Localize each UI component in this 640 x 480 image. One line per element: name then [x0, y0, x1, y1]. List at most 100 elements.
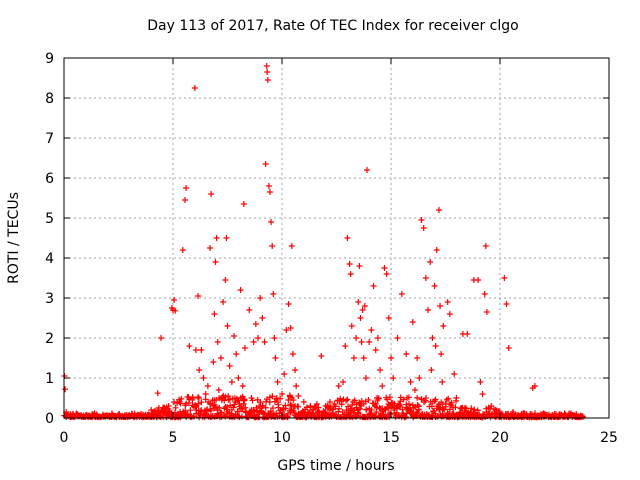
noise-point [198, 399, 205, 406]
data-point [228, 379, 235, 385]
noise-point [402, 414, 409, 421]
data-point [307, 403, 314, 409]
noise-point [192, 402, 199, 409]
data-point [444, 299, 451, 305]
noise-point [431, 407, 438, 414]
chart-title: Day 113 of 2017, Rate Of TEC Index for r… [147, 18, 518, 34]
data-point [385, 315, 392, 321]
noise-point [351, 397, 358, 404]
data-point [482, 243, 489, 249]
data-point [313, 401, 320, 407]
noise-point [355, 410, 362, 417]
data-point [214, 339, 221, 345]
data-point [540, 410, 547, 417]
noise-point [386, 394, 393, 401]
data-point [368, 327, 375, 333]
data-point [505, 345, 512, 351]
data-point [224, 323, 231, 329]
noise-point [405, 394, 412, 401]
noise-point [349, 401, 356, 408]
data-point [438, 351, 445, 357]
noise-point [310, 410, 317, 417]
data-point [192, 347, 199, 353]
noise-point [336, 405, 343, 412]
noise-point [356, 405, 363, 412]
data-point [429, 335, 436, 341]
data-point [196, 367, 203, 373]
data-point [191, 85, 198, 91]
noise-point [452, 404, 459, 411]
data-point [158, 335, 165, 341]
y-tick-label: 0 [45, 411, 54, 427]
data-point [239, 383, 246, 389]
noise-point [227, 402, 234, 409]
data-point [237, 287, 244, 293]
noise-point [295, 403, 302, 410]
data-point [346, 261, 353, 267]
data-point [300, 399, 307, 405]
data-point [115, 411, 122, 418]
data-point [269, 243, 276, 249]
y-tick-label: 4 [45, 251, 54, 267]
noise-point [428, 403, 435, 410]
data-point [195, 293, 202, 299]
noise-point [194, 394, 201, 401]
noise-point [375, 395, 382, 402]
noise-point [405, 401, 412, 408]
data-point [183, 185, 190, 191]
data-point [293, 383, 300, 389]
data-point [437, 303, 444, 309]
data-point [347, 271, 354, 277]
noise-point [343, 397, 350, 404]
data-point [231, 333, 238, 339]
data-point [428, 367, 435, 373]
noise-point [399, 406, 406, 413]
y-tick-label: 3 [45, 291, 54, 307]
data-point [356, 263, 363, 269]
data-point [379, 383, 386, 389]
noise-point [531, 410, 538, 417]
data-point [481, 291, 488, 297]
noise-point [216, 404, 223, 411]
y-axis-label: ROTI / TECUs [6, 192, 22, 284]
data-point [388, 355, 394, 361]
data-point [335, 383, 342, 389]
data-point [233, 351, 240, 357]
data-point [427, 259, 434, 265]
data-point [67, 411, 74, 418]
data-point [488, 403, 495, 409]
noise-point [365, 396, 372, 403]
noise-point [408, 408, 415, 415]
data-point [265, 183, 272, 189]
data-point [181, 197, 188, 203]
data-point [283, 327, 290, 333]
data-point [241, 345, 248, 351]
data-point [394, 335, 401, 341]
noise-point [330, 406, 337, 413]
noise-point [474, 407, 481, 414]
data-point [165, 403, 172, 409]
data-point [264, 69, 271, 75]
data-point [268, 219, 275, 225]
data-point [390, 375, 397, 381]
data-point [518, 411, 525, 417]
data-point [154, 390, 161, 397]
noise-point [230, 404, 237, 411]
data-point [374, 335, 381, 341]
noise-point [212, 403, 219, 410]
data-point [348, 323, 355, 329]
data-point [432, 343, 439, 349]
noise-point [368, 406, 375, 413]
data-point [271, 335, 278, 341]
noise-point [400, 396, 407, 403]
data-point [281, 371, 288, 377]
data-point [435, 207, 442, 213]
data-point [431, 283, 438, 289]
data-point [359, 307, 366, 313]
noise-point [414, 401, 421, 408]
noise-point [279, 406, 286, 413]
data-point [492, 407, 499, 413]
data-point [510, 409, 517, 415]
data-point [82, 412, 89, 419]
y-axis-ticks: 0 1 2 3 4 5 6 7 8 9 [45, 51, 609, 427]
